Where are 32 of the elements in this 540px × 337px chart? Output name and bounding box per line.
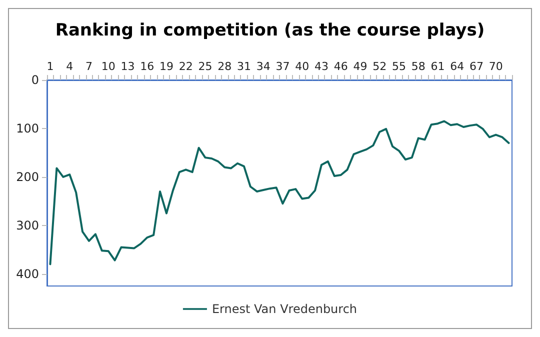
y-tick-label: 400	[16, 266, 39, 281]
chart-title: Ranking in competition (as the course plays)	[55, 20, 485, 40]
y-tick-label: 300	[16, 218, 39, 232]
y-tick-label: 100	[16, 121, 39, 136]
x-tick-label: 25	[198, 60, 212, 73]
x-tick-label: 7	[85, 60, 92, 73]
x-tick-label: 10	[101, 60, 116, 73]
x-tick-label: 31	[236, 60, 251, 73]
x-tick-label: 34	[256, 60, 270, 73]
x-tick-label: 19	[159, 60, 174, 73]
line-series	[49, 120, 510, 266]
x-tick-label: 40	[295, 60, 310, 73]
x-tick-label: 70	[488, 60, 503, 73]
x-tick-label: 13	[120, 60, 135, 73]
y-tick-label: 0	[31, 73, 39, 87]
x-tick-label: 64	[450, 60, 464, 73]
x-tick-label: 55	[392, 60, 406, 73]
x-tick-label: 28	[218, 60, 232, 73]
x-tick-label: 46	[334, 60, 348, 73]
x-tick-label: 22	[178, 60, 193, 73]
x-tick-label: 16	[140, 60, 154, 73]
x-tick-label: 58	[411, 60, 426, 73]
x-tick-label: 1	[46, 60, 54, 73]
y-tick-label: 200	[16, 170, 39, 184]
x-tick-label: 37	[276, 60, 290, 73]
x-tick-label: 49	[353, 60, 368, 73]
legend-label: Ernest Van Vredenburch	[212, 302, 358, 316]
x-tick-label: 43	[314, 60, 328, 73]
x-tick-label: 4	[66, 60, 74, 73]
x-tick-label: 67	[469, 60, 484, 73]
x-tick-label: 61	[430, 60, 445, 73]
x-tick-label: 52	[372, 60, 387, 73]
